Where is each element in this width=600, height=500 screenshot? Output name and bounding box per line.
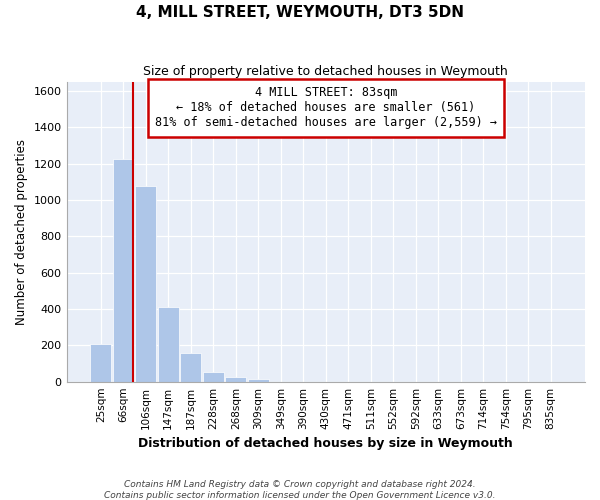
Text: Contains HM Land Registry data © Crown copyright and database right 2024.
Contai: Contains HM Land Registry data © Crown c… [104,480,496,500]
Text: 4, MILL STREET, WEYMOUTH, DT3 5DN: 4, MILL STREET, WEYMOUTH, DT3 5DN [136,5,464,20]
Bar [225,377,247,382]
Bar [248,379,269,382]
Text: 4 MILL STREET: 83sqm
← 18% of detached houses are smaller (561)
81% of semi-deta: 4 MILL STREET: 83sqm ← 18% of detached h… [155,86,497,130]
Y-axis label: Number of detached properties: Number of detached properties [15,139,28,325]
X-axis label: Distribution of detached houses by size in Weymouth: Distribution of detached houses by size … [139,437,513,450]
Bar [180,352,202,382]
Bar [90,344,112,382]
Bar [113,159,134,382]
Bar [135,186,157,382]
Bar [203,372,224,382]
Title: Size of property relative to detached houses in Weymouth: Size of property relative to detached ho… [143,65,508,78]
Bar [158,307,179,382]
